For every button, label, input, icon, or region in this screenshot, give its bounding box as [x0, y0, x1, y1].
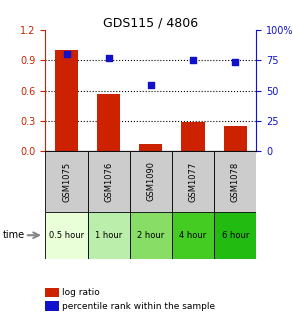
Bar [97, 94, 120, 151]
Text: GSM1075: GSM1075 [62, 161, 71, 202]
Text: 2 hour: 2 hour [137, 231, 165, 240]
Text: GSM1077: GSM1077 [189, 161, 197, 202]
Text: 0.5 hour: 0.5 hour [49, 231, 84, 240]
Text: log ratio: log ratio [62, 288, 99, 297]
Bar [45, 151, 88, 212]
Text: time: time [3, 230, 25, 240]
Point [106, 55, 111, 61]
Bar [45, 288, 59, 297]
Title: GDS115 / 4806: GDS115 / 4806 [103, 16, 198, 29]
Bar [45, 212, 88, 259]
Bar [139, 144, 163, 151]
Point [191, 58, 195, 63]
Bar [130, 151, 172, 212]
Bar [214, 151, 256, 212]
Bar [172, 151, 214, 212]
Text: GSM1078: GSM1078 [231, 161, 240, 202]
Point [233, 59, 238, 65]
Bar [88, 151, 130, 212]
Text: percentile rank within the sample: percentile rank within the sample [62, 302, 215, 310]
Point [64, 52, 69, 57]
Bar [224, 126, 247, 151]
Bar [88, 212, 130, 259]
Bar [172, 212, 214, 259]
Bar [130, 212, 172, 259]
Point [149, 82, 153, 87]
Text: GSM1090: GSM1090 [146, 161, 155, 202]
Bar [55, 50, 78, 151]
Text: 1 hour: 1 hour [95, 231, 122, 240]
Bar [45, 301, 59, 311]
Text: 4 hour: 4 hour [179, 231, 207, 240]
Bar [181, 122, 205, 151]
Text: 6 hour: 6 hour [222, 231, 249, 240]
Text: GSM1076: GSM1076 [104, 161, 113, 202]
Bar [214, 212, 256, 259]
